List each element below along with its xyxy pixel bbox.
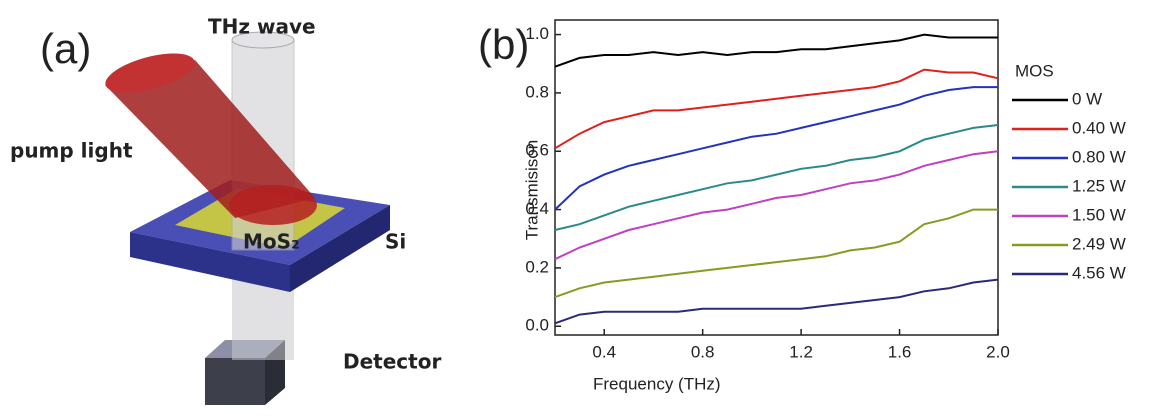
series-line [554, 150, 999, 261]
series-line [554, 124, 999, 231]
diagram: (a) THz wave pump light MoS₂ Si Detector [10, 15, 441, 405]
legend-label: 1.25 W [1072, 176, 1126, 195]
legend-label: 0.40 W [1072, 118, 1126, 137]
y-tick-label: 0.4 [525, 199, 549, 218]
panel-label: (a) [40, 25, 91, 72]
y-axis-label: Transmisison [522, 140, 541, 240]
legend-label: 2.49 W [1072, 234, 1126, 253]
chart: (b) Frequency (THz) Transmisison MOS 0.0… [478, 19, 1126, 393]
panel-label: (b) [478, 21, 529, 68]
pump-label: pump light [10, 139, 133, 163]
x-tick-label: 2.0 [986, 342, 1010, 361]
pump-spot [229, 185, 317, 225]
beam-cap [231, 31, 295, 49]
x-tick-label: 1.6 [888, 342, 912, 361]
series-line [554, 33, 998, 68]
legend-title: MOS [1015, 61, 1054, 80]
x-tick-label: 0.4 [592, 342, 616, 361]
x-tick-label: 0.8 [691, 342, 715, 361]
wave-label: THz wave [208, 15, 316, 39]
y-tick-label: 0.6 [525, 141, 549, 160]
y-tick-label: 0.0 [525, 316, 549, 335]
film-label: MoS₂ [243, 230, 300, 254]
si-front [130, 232, 290, 292]
y-tick-label: 0.2 [525, 257, 549, 276]
pump-cap [105, 53, 195, 93]
legend-label: 0 W [1072, 89, 1102, 108]
pump-beam [105, 60, 315, 218]
substrate-label: Si [385, 230, 406, 254]
x-tick-label: 1.2 [789, 342, 813, 361]
series-line [554, 68, 999, 150]
legend-label: 4.56 W [1072, 263, 1126, 282]
y-tick-label: 0.8 [525, 82, 549, 101]
detector-label: Detector [343, 350, 441, 374]
legend-label: 0.80 W [1072, 147, 1126, 166]
x-axis-label: Frequency (THz) [593, 374, 721, 393]
series-line [554, 86, 998, 211]
series-line [554, 278, 999, 325]
series-line [554, 208, 998, 299]
plot-frame [554, 19, 999, 336]
detector-side [205, 358, 265, 405]
legend-label: 1.50 W [1072, 205, 1126, 224]
y-tick-label: 1.0 [525, 24, 549, 43]
si-side [290, 205, 390, 292]
